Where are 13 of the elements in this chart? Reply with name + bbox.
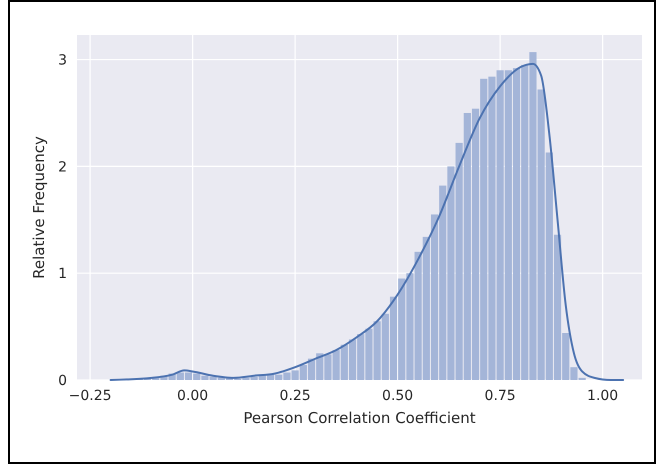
y-axis-title: Relative Frequency [30, 136, 48, 279]
x-tick-label: −0.25 [68, 388, 112, 404]
x-tick-label: 1.00 [587, 388, 618, 404]
y-tick-label: 0 [58, 373, 67, 389]
y-tick-label: 2 [58, 159, 67, 176]
x-tick-label: 0.25 [280, 388, 311, 404]
y-tick-label: 1 [58, 266, 67, 282]
x-tick-label: 0.75 [484, 388, 516, 404]
y-tick-label: 3 [58, 52, 67, 69]
x-tick-label: 0.50 [382, 388, 414, 404]
x-axis-title: Pearson Correlation Coefficient [243, 409, 476, 427]
line-series [110, 62, 624, 381]
x-tick-label: 0.00 [177, 388, 208, 404]
